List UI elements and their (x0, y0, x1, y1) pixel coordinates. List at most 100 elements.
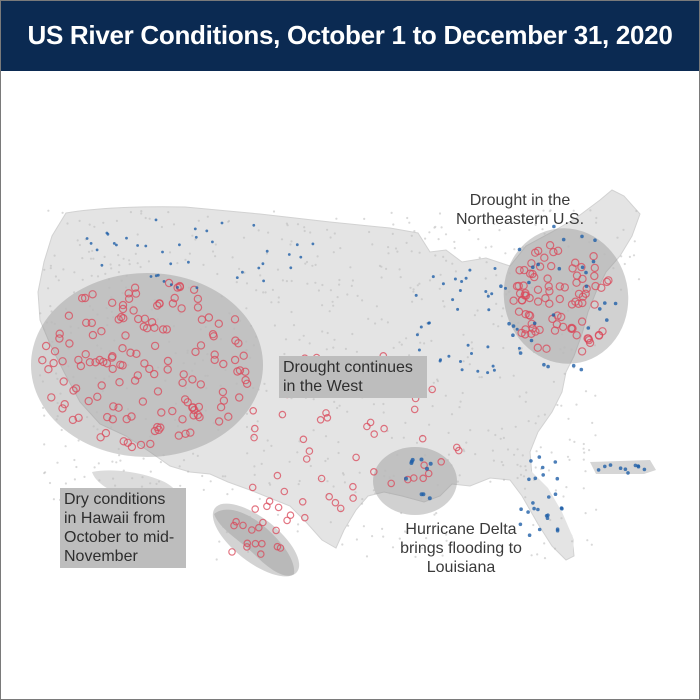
normal-gauge-marker (490, 245, 493, 248)
drought-gauge-marker (41, 341, 51, 351)
normal-gauge-marker (382, 402, 385, 406)
drought-gauge-marker (132, 349, 141, 358)
normal-gauge-marker (214, 243, 217, 246)
high-flow-gauge-marker (460, 368, 464, 372)
high-flow-gauge-marker (555, 476, 560, 481)
normal-gauge-marker (43, 472, 46, 475)
normal-gauge-marker (372, 403, 375, 406)
normal-gauge-marker (484, 246, 487, 249)
normal-gauge-marker (56, 415, 59, 418)
normal-gauge-marker (333, 338, 336, 341)
normal-gauge-marker (231, 256, 234, 259)
drought-gauge-marker (572, 331, 581, 340)
normal-gauge-marker (435, 511, 438, 515)
normal-gauge-marker (42, 406, 45, 409)
normal-gauge-marker (272, 210, 276, 213)
normal-gauge-marker (527, 420, 530, 423)
normal-gauge-marker (570, 215, 573, 219)
normal-gauge-marker (176, 262, 179, 265)
normal-gauge-marker (582, 458, 585, 461)
normal-gauge-marker (336, 406, 339, 410)
normal-gauge-marker (140, 485, 144, 488)
drought-gauge-marker (521, 330, 530, 339)
normal-gauge-marker (410, 234, 413, 237)
normal-gauge-marker (55, 418, 58, 421)
normal-gauge-marker (480, 376, 483, 379)
normal-gauge-marker (179, 484, 182, 487)
normal-gauge-marker (309, 464, 312, 468)
normal-gauge-marker (405, 241, 408, 244)
drought-gauge-marker (196, 380, 205, 389)
normal-gauge-marker (421, 547, 424, 550)
high-flow-gauge-marker (533, 476, 538, 481)
normal-gauge-marker (518, 349, 521, 352)
normal-gauge-marker (418, 251, 421, 254)
normal-gauge-marker (198, 296, 201, 299)
normal-gauge-marker (530, 554, 533, 557)
drought-gauge-marker (527, 329, 536, 338)
normal-gauge-marker (56, 401, 59, 405)
high-flow-gauge-marker (571, 363, 576, 368)
normal-gauge-marker (543, 542, 546, 545)
high-flow-gauge-marker (211, 240, 214, 244)
normal-gauge-marker (388, 476, 391, 479)
high-flow-gauge-marker (531, 265, 535, 270)
normal-gauge-marker (408, 221, 411, 224)
normal-gauge-marker (506, 448, 510, 451)
normal-gauge-marker (510, 299, 513, 302)
high-flow-gauge-marker (106, 232, 110, 236)
normal-gauge-marker (536, 347, 539, 350)
normal-gauge-marker (497, 325, 500, 328)
normal-gauge-marker (390, 211, 393, 214)
normal-gauge-marker (468, 228, 471, 232)
normal-gauge-marker (462, 333, 465, 336)
high-flow-gauge-marker (427, 496, 432, 501)
normal-gauge-marker (398, 537, 401, 540)
drought-gauge-marker (553, 246, 563, 255)
normal-gauge-marker (48, 481, 52, 485)
drought-gauge-marker (409, 474, 418, 482)
normal-gauge-marker (514, 425, 517, 428)
normal-gauge-marker (249, 324, 253, 328)
normal-gauge-marker (311, 264, 314, 267)
normal-gauge-marker (103, 377, 106, 380)
normal-gauge-marker (347, 524, 350, 527)
high-flow-gauge-marker (161, 250, 164, 254)
normal-gauge-marker (590, 543, 593, 546)
normal-gauge-marker (107, 278, 111, 281)
normal-gauge-marker (392, 223, 395, 226)
drought-gauge-marker (108, 352, 117, 361)
normal-gauge-marker (499, 437, 502, 440)
drought-gauge-marker (168, 406, 177, 416)
normal-gauge-marker (90, 323, 93, 326)
normal-gauge-marker (568, 458, 571, 461)
normal-gauge-marker (531, 286, 534, 289)
normal-gauge-marker (556, 403, 559, 407)
normal-gauge-marker (363, 217, 366, 220)
normal-gauge-marker (49, 264, 53, 267)
high-flow-gauge-marker (547, 495, 551, 499)
normal-gauge-marker (424, 454, 427, 457)
normal-gauge-marker (342, 473, 345, 476)
high-flow-gauge-marker (299, 255, 303, 259)
drought-gauge-marker (578, 292, 588, 301)
normal-gauge-marker (76, 239, 79, 242)
normal-gauge-marker (317, 289, 320, 292)
drought-gauge-marker (58, 357, 67, 366)
drought-gauge-marker (280, 487, 289, 496)
high-flow-gauge-marker (504, 286, 507, 290)
normal-gauge-marker (121, 291, 124, 295)
normal-gauge-marker (438, 212, 442, 215)
normal-gauge-marker (49, 267, 52, 270)
drought-gauge-marker (80, 293, 90, 303)
high-flow-gauge-marker (529, 338, 534, 343)
normal-gauge-marker (398, 341, 401, 344)
drought-gauge-marker (118, 300, 128, 310)
high-flow-gauge-marker (605, 318, 609, 322)
normal-gauge-marker (329, 289, 332, 292)
normal-gauge-marker (328, 310, 331, 313)
normal-gauge-marker (178, 465, 181, 468)
normal-gauge-marker (386, 321, 389, 324)
normal-gauge-marker (534, 466, 537, 469)
normal-gauge-marker (637, 278, 641, 281)
